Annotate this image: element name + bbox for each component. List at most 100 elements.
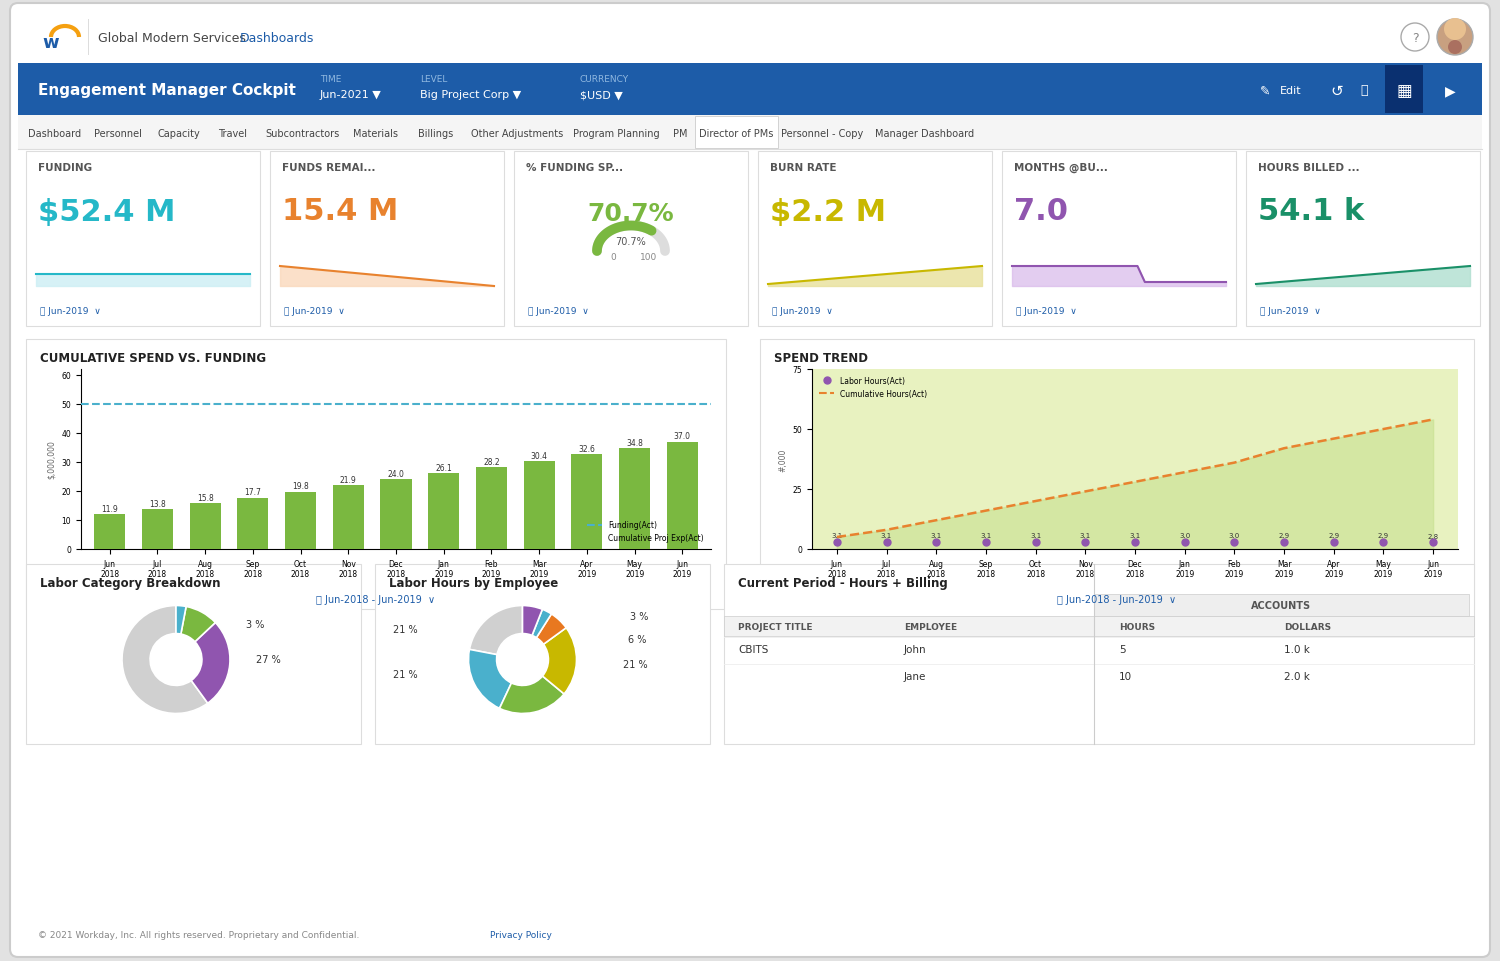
Text: ⬦ Jun-2019  ∨: ⬦ Jun-2019 ∨: [1016, 308, 1077, 316]
Bar: [1384, 66, 1423, 114]
Text: LEVEL: LEVEL: [420, 74, 447, 84]
Bar: [285, 492, 316, 550]
Text: 34.8: 34.8: [626, 438, 644, 447]
Text: 100: 100: [640, 252, 657, 261]
Bar: [572, 455, 603, 550]
Circle shape: [1401, 24, 1429, 52]
Text: 32.6: 32.6: [579, 445, 596, 454]
Text: ⬦ Jun-2019  ∨: ⬦ Jun-2019 ∨: [40, 308, 101, 316]
Bar: [26, 339, 726, 609]
Text: 🔲: 🔲: [1360, 85, 1368, 97]
Text: % FUNDING SP...: % FUNDING SP...: [526, 162, 622, 173]
Labor Hours(Act): [1176, 536, 1194, 548]
Wedge shape: [190, 623, 230, 703]
Text: Engagement Manager Cockpit: Engagement Manager Cockpit: [38, 84, 296, 98]
Wedge shape: [500, 677, 564, 714]
FancyBboxPatch shape: [10, 4, 1490, 957]
Cumulative Hours(Act): [878, 525, 896, 536]
Text: $USD ▼: $USD ▼: [580, 90, 622, 100]
Text: 1.0 k: 1.0 k: [1284, 644, 1310, 654]
Bar: [381, 480, 411, 550]
Bar: [26, 152, 260, 327]
Text: 0: 0: [610, 252, 616, 261]
Text: $52.4 M: $52.4 M: [38, 197, 176, 226]
Bar: [524, 461, 555, 550]
Y-axis label: #,000: #,000: [778, 448, 788, 471]
Wedge shape: [537, 614, 566, 645]
Text: ACCOUNTS: ACCOUNTS: [1251, 601, 1311, 610]
Cumulative Hours(Act): [1275, 443, 1293, 455]
Text: ⬦ Jun-2018 - Jun-2019  ∨: ⬦ Jun-2018 - Jun-2019 ∨: [316, 595, 435, 604]
Text: $2.2 M: $2.2 M: [770, 197, 886, 226]
Labor Hours(Act): [878, 536, 896, 548]
Text: 3.1: 3.1: [1080, 532, 1090, 538]
Text: TIME: TIME: [320, 74, 342, 84]
Text: Travel: Travel: [217, 129, 248, 138]
Legend: Funding(Act), Cumulative Proj Exp(Act): Funding(Act), Cumulative Proj Exp(Act): [584, 518, 706, 546]
Text: EMPLOYEE: EMPLOYEE: [904, 622, 957, 630]
Bar: [620, 449, 650, 550]
Bar: [758, 152, 992, 327]
Text: Jane: Jane: [904, 672, 927, 681]
Text: 54.1 k: 54.1 k: [1258, 197, 1365, 226]
Text: ▶: ▶: [1444, 84, 1455, 98]
Text: Dashboard: Dashboard: [28, 129, 81, 138]
Text: 3.1: 3.1: [930, 532, 942, 538]
Text: CBITS: CBITS: [738, 644, 768, 654]
Text: CURRENCY: CURRENCY: [580, 74, 628, 84]
Line: Cumulative Hours(Act): Cumulative Hours(Act): [837, 420, 1432, 537]
Text: BURN RATE: BURN RATE: [770, 162, 837, 173]
Text: ✎: ✎: [1260, 85, 1270, 97]
Text: 26.1: 26.1: [435, 463, 451, 473]
Bar: [189, 504, 220, 550]
Text: Other Adjustments: Other Adjustments: [471, 129, 562, 138]
Y-axis label: $,000,000: $,000,000: [46, 440, 56, 479]
Wedge shape: [543, 628, 576, 694]
Text: Edit: Edit: [1280, 86, 1302, 96]
Cumulative Hours(Act): [1226, 457, 1244, 469]
Text: Global Modern Services: Global Modern Services: [98, 32, 246, 44]
Text: Personnel: Personnel: [93, 129, 141, 138]
Text: Privacy Policy: Privacy Policy: [490, 930, 552, 940]
Labor Hours(Act): [1275, 536, 1293, 548]
Text: ⬦ Jun-2018 - Jun-2019  ∨: ⬦ Jun-2018 - Jun-2019 ∨: [1058, 595, 1176, 604]
Text: ⬦ Jun-2019  ∨: ⬦ Jun-2019 ∨: [528, 308, 590, 316]
Text: 11.9: 11.9: [102, 505, 118, 514]
Text: 21 %: 21 %: [393, 669, 417, 679]
Text: 2.8: 2.8: [1428, 533, 1438, 539]
Text: Capacity: Capacity: [158, 129, 200, 138]
Cumulative Hours(Act): [1176, 467, 1194, 479]
Text: DOLLARS: DOLLARS: [1284, 622, 1330, 630]
Cumulative Hours(Act): [1374, 424, 1392, 435]
Bar: [1002, 152, 1236, 327]
Text: ⬦ Jun-2019  ∨: ⬦ Jun-2019 ∨: [1260, 308, 1322, 316]
Bar: [476, 468, 507, 550]
Wedge shape: [176, 605, 186, 634]
Bar: [1094, 595, 1468, 616]
Text: 3.1: 3.1: [1030, 532, 1041, 538]
Bar: [94, 515, 124, 550]
Text: CUMULATIVE SPEND VS. FUNDING: CUMULATIVE SPEND VS. FUNDING: [40, 351, 266, 364]
Text: HOURS BILLED ...: HOURS BILLED ...: [1258, 162, 1359, 173]
Text: Dashboards: Dashboards: [240, 32, 315, 44]
Labor Hours(Act): [1324, 536, 1342, 548]
Text: PROJECT TITLE: PROJECT TITLE: [738, 622, 813, 630]
Text: 3.1: 3.1: [1130, 532, 1140, 538]
Text: 70.7%: 70.7%: [588, 202, 675, 226]
Text: 5: 5: [1119, 644, 1125, 654]
Text: SPEND TREND: SPEND TREND: [774, 351, 868, 364]
Bar: [694, 117, 778, 149]
Text: ↺: ↺: [1330, 84, 1342, 98]
Labor Hours(Act): [976, 536, 994, 548]
Text: FUNDS REMAI...: FUNDS REMAI...: [282, 162, 375, 173]
Text: 3.1: 3.1: [831, 532, 843, 538]
Cumulative Hours(Act): [1424, 414, 1442, 426]
Text: 10: 10: [1119, 672, 1132, 681]
Text: 2.9: 2.9: [1328, 533, 1340, 539]
Circle shape: [1437, 20, 1473, 56]
Text: ?: ?: [1412, 32, 1419, 44]
Labor Hours(Act): [927, 536, 945, 548]
Text: 21 %: 21 %: [622, 659, 648, 669]
Text: 28.2: 28.2: [483, 457, 500, 466]
Labor Hours(Act): [1226, 536, 1244, 548]
